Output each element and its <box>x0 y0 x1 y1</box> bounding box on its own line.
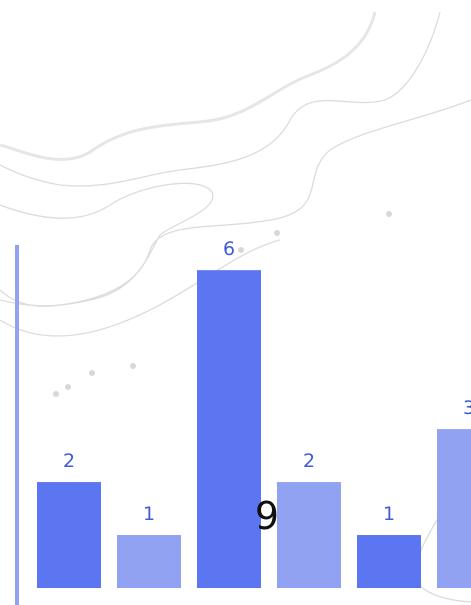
overlay-text: 9 <box>255 494 279 538</box>
bar <box>437 429 471 588</box>
contour <box>0 182 214 307</box>
dot <box>274 230 280 236</box>
bar <box>277 482 341 588</box>
dot <box>65 384 71 390</box>
value-label: 6 <box>223 238 235 260</box>
dot <box>386 211 392 217</box>
value-label: 3 <box>463 397 471 419</box>
dot <box>53 391 59 397</box>
dot <box>238 247 244 253</box>
dot <box>130 363 136 369</box>
axis-line <box>15 245 19 605</box>
value-label: 2 <box>63 450 75 472</box>
contour <box>0 11 441 187</box>
value-label: 1 <box>383 503 395 525</box>
bar <box>117 535 181 588</box>
bar <box>37 482 101 588</box>
bars: 2 1 6 2 1 3 <box>37 238 471 588</box>
value-label: 2 <box>303 450 315 472</box>
dot <box>89 370 95 376</box>
contour <box>0 239 281 337</box>
bar <box>197 270 261 588</box>
value-label: 1 <box>143 503 155 525</box>
contour <box>0 11 377 161</box>
bar <box>357 535 421 588</box>
